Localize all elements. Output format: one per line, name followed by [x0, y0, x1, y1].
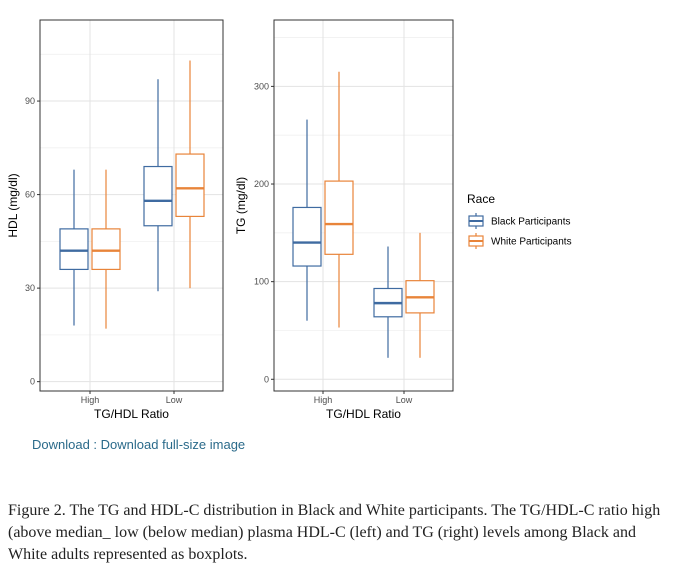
legend-label-white: White Participants: [491, 237, 572, 248]
hdl-box-high-black: [59, 169, 89, 326]
hdl-ytick-label: 90: [25, 96, 35, 106]
hdl-box-low-black: [143, 79, 173, 292]
box-iqr: [175, 153, 205, 218]
hdl-y-axis-title: HDL (mg/dl): [6, 173, 20, 237]
legend-item-white: White Participants: [468, 233, 572, 249]
box-iqr: [324, 180, 354, 255]
tg-xtick-label: High: [314, 395, 333, 405]
legend-item-black: Black Participants: [468, 213, 570, 229]
legend-label-black: Black Participants: [491, 217, 570, 228]
hdl-panel-border: [39, 19, 224, 392]
box-iqr: [59, 228, 89, 271]
box-iqr: [292, 206, 322, 267]
race-legend: Race Black Participants White Participan…: [467, 192, 572, 249]
tg-box-low-white: [405, 232, 435, 358]
tg-panel: 0 100 200 300 High Low TG/HDL Ratio TG (mg/dl): [234, 19, 454, 421]
tg-ytick-label: 300: [254, 81, 269, 91]
boxplot-figure: 0 30 60 90 High Low TG/HDL Ratio HDL (mg/dl) 0 1…: [6, 19, 572, 421]
hdl-x-axis-title: TG/HDL Ratio: [94, 407, 169, 421]
tg-panel-border: [273, 19, 454, 392]
tg-box-high-white: [324, 71, 354, 328]
hdl-box-low-white: [175, 60, 205, 289]
hdl-box-high-white: [91, 169, 121, 329]
hdl-xtick-label: Low: [166, 395, 183, 405]
hdl-ytick-label: 60: [25, 190, 35, 200]
tg-xtick-label: Low: [396, 395, 413, 405]
tg-y-axis-title: TG (mg/dl): [234, 177, 248, 234]
tg-box-low-black: [373, 246, 403, 358]
tg-ytick-label: 200: [254, 179, 269, 189]
hdl-ytick-label: 0: [30, 377, 35, 387]
hdl-ytick-label: 30: [25, 283, 35, 293]
hdl-panel: 0 30 60 90 High Low TG/HDL Ratio HDL (mg/dl): [6, 19, 224, 421]
figure-caption: Figure 2. The TG and HDL-C distribution …: [8, 502, 661, 563]
tg-ytick-label: 0: [264, 374, 269, 384]
download-full-size-link[interactable]: Download : Download full-size image: [32, 437, 246, 452]
tg-box-high-black: [292, 119, 322, 321]
box-iqr: [91, 228, 121, 271]
box-iqr: [143, 165, 173, 227]
hdl-xtick-label: High: [81, 395, 100, 405]
tg-x-axis-title: TG/HDL Ratio: [326, 407, 401, 421]
legend-title: Race: [467, 192, 495, 206]
tg-ytick-label: 100: [254, 277, 269, 287]
